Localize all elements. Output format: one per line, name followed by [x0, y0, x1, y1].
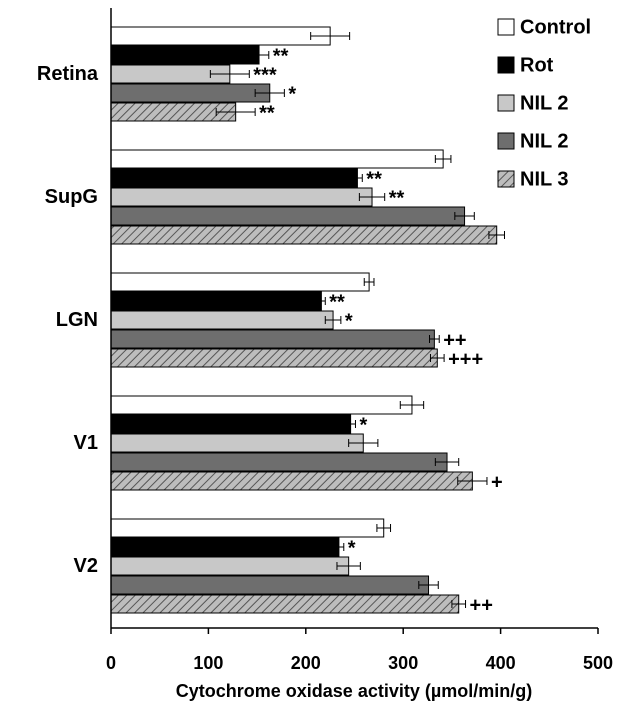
bar	[110, 575, 430, 595]
error-bar	[209, 70, 250, 78]
bar	[110, 168, 358, 188]
error-bar	[363, 278, 375, 286]
error-bar	[358, 193, 386, 201]
x-tick-label: 300	[388, 653, 418, 673]
bar	[110, 414, 352, 434]
y-tick-label: V2	[74, 555, 98, 577]
error-bar	[429, 354, 445, 362]
bar	[110, 433, 364, 453]
bar	[110, 518, 385, 538]
error-bar	[333, 543, 345, 551]
error-bar	[434, 458, 460, 466]
bar	[110, 206, 466, 226]
bar	[110, 83, 271, 103]
x-tick-label: 0	[106, 653, 116, 673]
y-tick-label: Retina	[37, 63, 99, 85]
significance-label: ++	[470, 594, 493, 616]
legend-label: NIL 2	[520, 92, 569, 114]
y-tick-label: SupG	[45, 186, 98, 208]
bar	[110, 537, 340, 557]
significance-label: **	[259, 102, 275, 124]
legend-swatch	[497, 132, 515, 150]
bar	[110, 348, 438, 368]
bar	[110, 556, 350, 576]
error-bar	[348, 439, 379, 447]
bar	[110, 329, 435, 349]
bar	[110, 225, 498, 245]
bar	[110, 45, 260, 65]
bar	[110, 471, 473, 491]
legend-swatch	[497, 94, 515, 112]
error-bar	[488, 231, 505, 239]
error-bar	[454, 212, 475, 220]
significance-label: +	[491, 471, 503, 493]
error-bar	[451, 600, 467, 608]
error-bar	[434, 155, 452, 163]
x-tick-label: 500	[583, 653, 613, 673]
legend-swatch	[497, 56, 515, 74]
bar	[110, 310, 334, 330]
bar	[110, 452, 448, 472]
y-tick-label: LGN	[56, 309, 98, 331]
error-bar	[310, 32, 351, 40]
error-bar	[352, 174, 363, 182]
x-tick-label: 100	[193, 653, 223, 673]
error-bar	[254, 89, 285, 97]
bar	[110, 291, 322, 311]
significance-label: **	[389, 187, 405, 209]
error-bar	[418, 581, 439, 589]
bar	[110, 395, 413, 415]
legend-swatch	[497, 170, 515, 188]
legend-label: NIL 3	[520, 168, 569, 190]
x-tick-label: 400	[486, 653, 516, 673]
significance-label: **	[366, 168, 382, 190]
legend-label: Control	[520, 16, 591, 38]
y-tick-label: V1	[74, 432, 98, 454]
legend-swatch	[497, 18, 515, 36]
x-axis-title: Cytochrome oxidase activity (µmol/min/g)	[176, 681, 532, 701]
significance-label: **	[329, 291, 345, 313]
bar	[110, 26, 331, 46]
bar	[110, 187, 373, 207]
significance-label: *	[288, 83, 296, 105]
error-bar	[336, 562, 361, 570]
significance-label: *	[345, 310, 353, 332]
error-bar	[215, 108, 256, 116]
error-bar	[248, 51, 270, 59]
legend-label: NIL 2	[520, 130, 569, 152]
error-bar	[457, 477, 488, 485]
error-bar	[345, 420, 356, 428]
legend-label: Rot	[520, 54, 554, 76]
legend-background	[494, 10, 618, 195]
significance-label: *	[348, 537, 356, 559]
error-bar	[399, 401, 425, 409]
error-bar	[428, 335, 440, 343]
x-tick-label: 200	[291, 653, 321, 673]
bar	[110, 149, 444, 169]
error-bar	[324, 316, 342, 324]
significance-label: *	[359, 414, 367, 436]
significance-label: **	[273, 45, 289, 67]
significance-label: +++	[448, 348, 483, 370]
error-bar	[376, 524, 392, 532]
bar	[110, 594, 460, 614]
significance-label: ***	[253, 64, 277, 86]
error-bar	[316, 297, 326, 305]
bar	[110, 272, 370, 292]
significance-label: ++	[443, 329, 466, 351]
